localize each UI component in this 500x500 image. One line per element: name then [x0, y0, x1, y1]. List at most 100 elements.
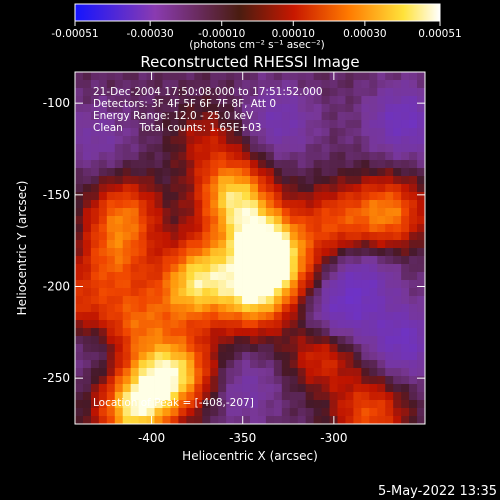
heatmap-cell — [138, 176, 147, 185]
heatmap-cell — [377, 192, 386, 201]
heatmap-cell — [234, 336, 243, 345]
heatmap-cell — [417, 312, 426, 321]
heatmap-cell — [409, 104, 418, 113]
heatmap-cell — [154, 152, 163, 161]
heatmap-cell — [281, 72, 291, 81]
heatmap-cell — [353, 248, 362, 257]
heatmap-cell — [353, 384, 362, 393]
heatmap-cell — [210, 240, 219, 249]
heatmap-cell — [130, 384, 140, 393]
heatmap-cell — [353, 296, 362, 305]
heatmap-cell — [122, 264, 132, 273]
heatmap-cell — [194, 272, 203, 281]
heatmap-cell — [417, 400, 426, 409]
heatmap-cell — [75, 344, 84, 353]
heatmap-cell — [353, 216, 362, 225]
heatmap-cell — [281, 96, 291, 105]
heatmap-cell — [313, 232, 322, 241]
heatmap-cell — [106, 312, 116, 321]
heatmap-cell — [329, 408, 338, 417]
heatmap-cell — [90, 216, 100, 225]
heatmap-cell — [417, 408, 426, 417]
heatmap-cell — [401, 408, 410, 417]
heatmap-cell — [82, 168, 92, 177]
heatmap-cell — [178, 288, 187, 297]
heatmap-cell — [297, 392, 307, 401]
heatmap-cell — [385, 240, 394, 249]
heatmap-cell — [313, 280, 322, 289]
heatmap-cell — [162, 272, 171, 281]
heatmap-cell — [194, 312, 203, 321]
heatmap-cell — [393, 296, 402, 305]
heatmap-cell — [226, 176, 235, 185]
heatmap-cell — [90, 264, 100, 273]
heatmap-cell — [154, 160, 163, 169]
heatmap-cell — [337, 376, 346, 385]
heatmap-cell — [417, 200, 426, 209]
heatmap-cell — [90, 232, 100, 241]
heatmap-cell — [218, 168, 227, 177]
heatmap-cell — [210, 200, 219, 209]
heatmap-cell — [377, 240, 386, 249]
heatmap-cell — [218, 232, 227, 241]
heatmap-cell — [417, 224, 426, 233]
heatmap-cell — [210, 256, 219, 265]
heatmap-cell — [202, 352, 211, 361]
heatmap-cell — [297, 216, 307, 225]
heatmap-cell — [154, 400, 163, 409]
heatmap-cell — [273, 240, 283, 249]
heatmap-cell — [257, 128, 267, 137]
heatmap-cell — [130, 272, 140, 281]
heatmap-cell — [250, 272, 259, 281]
heatmap-cell — [313, 264, 322, 273]
heatmap-cell — [226, 328, 235, 337]
heatmap-cell — [250, 328, 259, 337]
heatmap-cell — [218, 120, 227, 129]
heatmap-cell — [337, 72, 346, 81]
heatmap-cell — [401, 128, 410, 137]
heatmap-cell — [122, 216, 132, 225]
heatmap-cell — [82, 224, 92, 233]
heatmap-cell — [385, 392, 394, 401]
heatmap-cell — [186, 408, 195, 417]
heatmap-cell — [146, 88, 155, 97]
heatmap-cell — [194, 304, 203, 313]
heatmap-cell — [281, 208, 291, 217]
heatmap-cell — [369, 232, 378, 241]
heatmap-cell — [82, 136, 92, 145]
heatmap-cell — [218, 352, 227, 361]
heatmap-cell — [226, 368, 235, 377]
heatmap-cell — [393, 136, 402, 145]
peak-location-label: Location of Peak = [-408,-207] — [93, 397, 254, 409]
heatmap-cell — [234, 376, 243, 385]
heatmap-cell — [178, 416, 187, 425]
heatmap-cell — [377, 256, 386, 265]
heatmap-cell — [242, 336, 251, 345]
heatmap-cell — [361, 136, 370, 145]
heatmap-cell — [194, 224, 203, 233]
heatmap-cell — [234, 168, 243, 177]
heatmap-cell — [353, 256, 362, 265]
heatmap-cell — [202, 96, 211, 105]
heatmap-cell — [297, 360, 307, 369]
heatmap-cell — [257, 136, 267, 145]
heatmap-cell — [170, 248, 179, 257]
heatmap-cell — [234, 280, 243, 289]
heatmap-cell — [393, 376, 402, 385]
heatmap-cell — [170, 120, 179, 129]
heatmap-cell — [242, 136, 251, 145]
heatmap-cell — [170, 368, 179, 377]
heatmap-cell — [409, 328, 418, 337]
heatmap-cell — [162, 264, 171, 273]
heatmap-cell — [234, 272, 243, 281]
heatmap-cell — [385, 136, 394, 145]
heatmap-cell — [281, 192, 291, 201]
heatmap-cell — [337, 408, 346, 417]
heatmap-cell — [186, 224, 195, 233]
heatmap-cell — [401, 272, 410, 281]
heatmap-cell — [106, 176, 116, 185]
heatmap-cell — [98, 192, 108, 201]
heatmap-cell — [305, 248, 315, 257]
heatmap-cell — [273, 360, 283, 369]
heatmap-cell — [202, 280, 211, 289]
